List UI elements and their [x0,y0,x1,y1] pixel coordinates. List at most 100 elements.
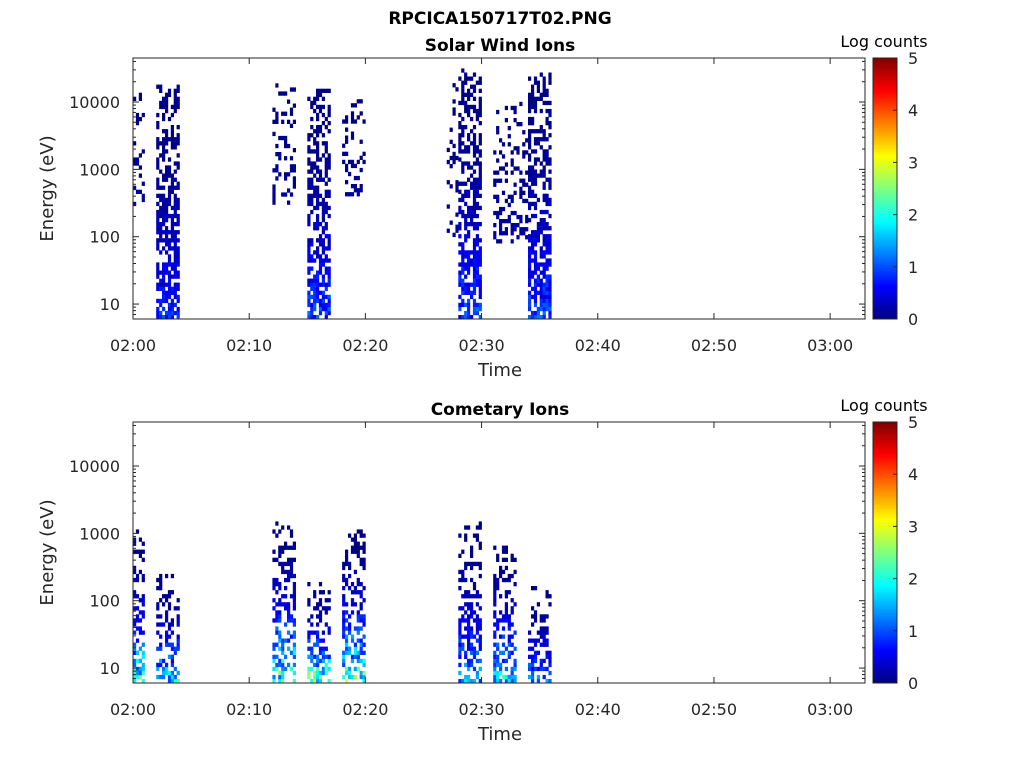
cell [165,96,169,101]
cell [513,602,517,607]
cell [516,223,520,228]
cell [272,646,276,651]
cell [170,137,174,142]
cell [310,185,314,190]
cell [292,594,296,599]
cell [316,157,320,162]
cell [499,239,503,244]
cell [313,654,317,659]
cell [173,266,177,271]
cell [542,218,546,223]
cell [138,173,142,178]
cell [170,238,174,243]
cell [307,294,311,300]
cell [467,234,471,239]
cell [321,141,325,146]
cell [138,569,142,575]
cell [545,161,549,166]
cell [342,119,346,124]
cell [470,561,474,567]
cell [170,670,174,676]
cell [159,286,163,291]
cell [159,642,163,647]
cell [318,193,323,198]
cell [539,298,543,304]
cell [467,310,471,316]
cell [176,201,180,207]
panel-title: Cometary Ions [431,400,570,420]
cell [539,626,543,631]
cell [542,286,546,291]
cell [533,234,538,239]
cell [176,230,180,235]
cell [470,634,474,639]
colorbar-tick-label: 1 [908,622,918,641]
cell [461,133,465,138]
cell [467,642,471,647]
cell [458,226,462,231]
cell [542,234,546,239]
cell [313,185,317,190]
cell [513,662,517,668]
x-axis: 02:00 02:10 02:20 02:30 02:40 02:50 03:00 [110,58,853,355]
cell [307,582,311,587]
cell [162,112,166,118]
cell [156,181,160,186]
cell [499,634,503,639]
x-axis-label: Time [477,360,522,381]
cell [362,119,366,124]
burst-4 [342,529,366,684]
cell [472,88,477,93]
cell [318,262,323,267]
cell [165,226,169,231]
cell [467,145,471,150]
cell [348,561,352,567]
cell [359,594,363,599]
cell [307,646,311,651]
cell [313,306,317,312]
cell [464,565,468,571]
cell [467,634,471,639]
cell [542,129,546,134]
cell [470,646,474,651]
cell [458,270,462,275]
cell [542,197,546,203]
cell [478,161,482,166]
cell [167,197,172,203]
cell [318,169,323,174]
cell [159,278,163,283]
cell [350,590,355,595]
cell [170,145,174,150]
cell [501,577,506,583]
cell [162,100,166,106]
cell [533,610,538,615]
cell [310,181,314,186]
cell [464,282,468,287]
cell [455,184,459,189]
cell [548,226,552,231]
cell [359,606,363,611]
cell [292,586,296,591]
cell [542,173,546,178]
cell [307,674,311,680]
cell [281,679,285,684]
cell [345,180,349,185]
cell [348,573,352,579]
cell [281,662,285,668]
cell [478,573,482,579]
cell [470,165,474,170]
cell [167,654,172,659]
cell [548,310,552,316]
cell [342,630,346,635]
cell [156,310,160,316]
burst-6 [458,68,482,320]
cell [528,234,532,239]
cell [165,266,169,271]
cell [464,310,468,316]
y-tick-label: 100 [89,592,120,611]
cell [133,565,137,571]
cell [478,104,482,110]
cell [536,666,540,672]
cell [156,177,160,182]
cell [272,606,276,611]
